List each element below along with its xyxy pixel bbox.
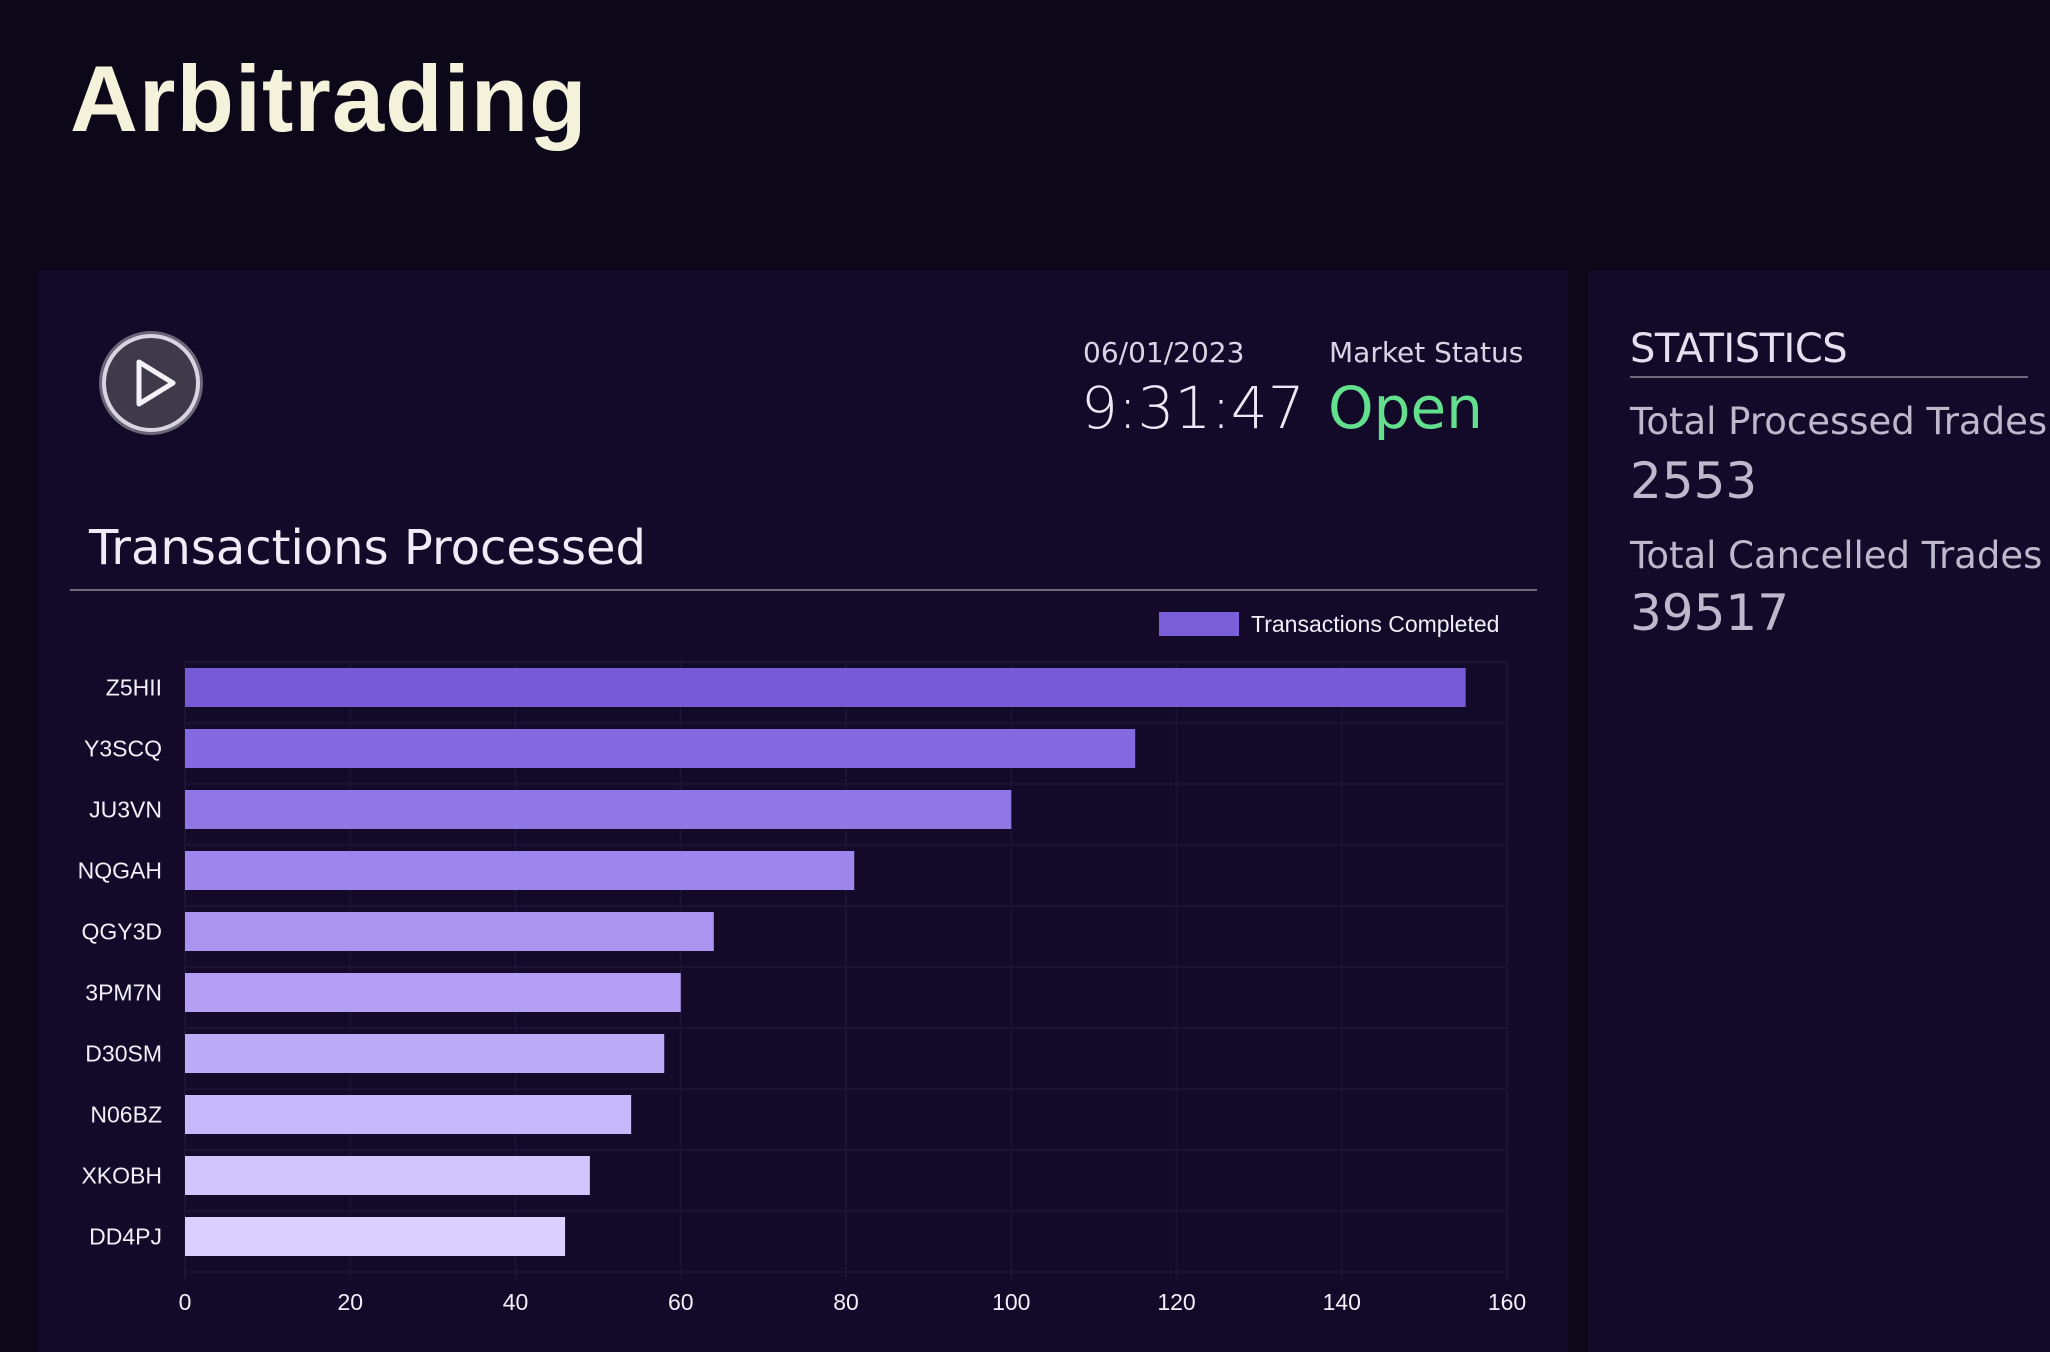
x-tick-label: 80 [833, 1289, 859, 1315]
transactions-bar-chart: Z5HII Y3SCQ JU3VN NQGAH QGY3D 3PM7N D30SM N06BZ… [78, 611, 1527, 1315]
x-tick-label: 100 [992, 1289, 1030, 1315]
x-tick-label: 40 [503, 1289, 529, 1315]
category-label: JU3VN [89, 797, 162, 823]
market-status-value: Open [1328, 374, 1483, 442]
x-tick-label: 20 [337, 1289, 363, 1315]
market-clock: 9:31:47 [1081, 374, 1305, 442]
bar [185, 668, 1466, 707]
x-tick-label: 140 [1323, 1289, 1361, 1315]
x-tick-label: 120 [1157, 1289, 1195, 1315]
x-tick-label: 0 [179, 1289, 192, 1315]
category-label: NQGAH [78, 858, 162, 884]
chart-divider [70, 589, 1537, 591]
processed-trades-label: Total Processed Trades [1630, 400, 2048, 443]
app-logo: Arbitrading [70, 46, 588, 151]
bar [185, 851, 855, 890]
legend-label: Transactions Completed [1251, 611, 1499, 637]
statistics-divider [1630, 376, 2028, 378]
category-label: Y3SCQ [84, 736, 162, 762]
bar [185, 1156, 590, 1195]
legend-swatch [1159, 612, 1239, 636]
x-tick-label: 160 [1488, 1289, 1526, 1315]
statistics-panel: STATISTICS Total Processed Trades 2553 T… [1588, 270, 2050, 1352]
bar [185, 729, 1136, 768]
category-label: Z5HII [106, 675, 162, 701]
bar [185, 1034, 665, 1073]
main-panel: 06/01/2023 9:31:47 Market Status Open Tr… [38, 270, 1568, 1352]
category-label: N06BZ [90, 1102, 162, 1128]
play-icon [136, 359, 176, 407]
market-status-label: Market Status [1329, 336, 1524, 369]
bar [185, 1095, 632, 1134]
statistics-title: STATISTICS [1630, 326, 1848, 372]
x-tick-label: 60 [668, 1289, 694, 1315]
category-label: XKOBH [81, 1163, 162, 1189]
category-label: D30SM [85, 1041, 162, 1067]
chart-title: Transactions Processed [89, 520, 646, 576]
market-date: 06/01/2023 [1083, 336, 1245, 369]
cancelled-trades-label: Total Cancelled Trades [1630, 534, 2043, 577]
bar [185, 1217, 566, 1256]
category-label: 3PM7N [85, 980, 162, 1006]
bar [185, 790, 1012, 829]
category-label: DD4PJ [89, 1224, 162, 1250]
cancelled-trades-value: 39517 [1630, 584, 1790, 642]
category-label: QGY3D [81, 919, 162, 945]
bar [185, 912, 714, 951]
play-button[interactable] [102, 334, 200, 432]
processed-trades-value: 2553 [1630, 452, 1758, 510]
bar [185, 973, 681, 1012]
